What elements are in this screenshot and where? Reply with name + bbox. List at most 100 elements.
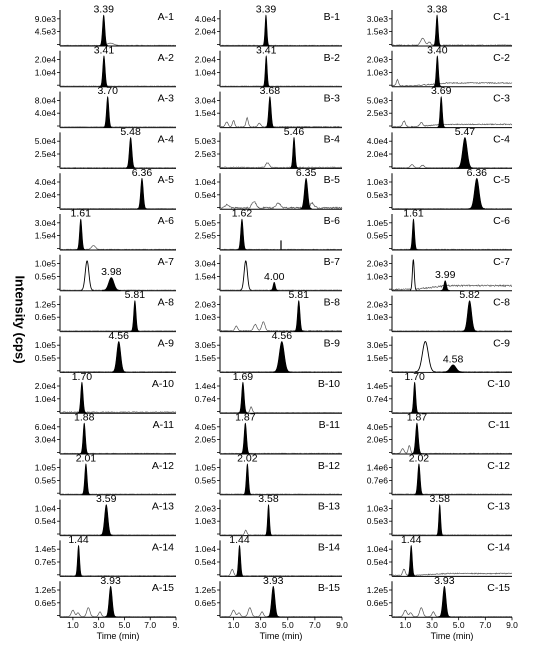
panel-id-label: A-11 (153, 419, 175, 431)
panel-a-8: 1.2e5 0.6e5 5.81 A-8 (35, 289, 177, 333)
panel-a-9: 1.0e5 0.5e5 4.56 A-9 (35, 330, 177, 373)
panel-a-2: 2.0e4 1.0e4 3.41 A-2 (35, 44, 177, 88)
analyte-peak (289, 136, 299, 169)
y-tick-label: 0.5e4 (195, 557, 217, 567)
analyte-peak (81, 463, 91, 496)
y-tick-label: 5.0e3 (195, 136, 217, 146)
y-tick-label: 0.7e4 (367, 394, 389, 404)
analyte-peak (99, 55, 109, 88)
analyte-peak (272, 341, 291, 373)
panel-b-13: 2.0e3 1.0e3 3.58 B-13 (195, 493, 343, 537)
analyte-peak (462, 300, 477, 332)
analyte-peak (468, 177, 486, 210)
panel-id-label: C-8 (493, 297, 510, 309)
baseline-trace (219, 321, 343, 332)
y-tick-label: 1.5e4 (195, 108, 217, 118)
x-tick-label: 9.0 (506, 620, 518, 630)
y-tick-label: 2.5e5 (195, 231, 217, 241)
y-tick-label: 4.0e4 (367, 136, 389, 146)
y-tick-label: 1.4e6 (367, 463, 389, 473)
panel-id-label: B-7 (324, 256, 341, 268)
peak-label: 1.44 (401, 534, 422, 546)
y-tick-label: 1.0e3 (367, 271, 389, 281)
unfilled-peak (415, 340, 436, 373)
panel-a-4: 5.0e4 2.5e4 5.48 A-4 (35, 126, 177, 169)
y-tick-label: 6.0e4 (35, 422, 57, 432)
y-tick-label: 1.0e4 (367, 544, 389, 554)
panel-id-label: C-12 (487, 460, 510, 472)
peak-label: 1.88 (74, 412, 95, 424)
y-tick-label: 1.0e4 (35, 394, 57, 404)
analyte-peak (100, 504, 113, 536)
panel-c-5: 1.0e3 0.5e3 6.36 C-5 (367, 167, 513, 210)
y-tick-label: 1.0e3 (195, 312, 217, 322)
y-tick-label: 1.5e3 (367, 27, 389, 37)
y-tick-label: 2.0e3 (367, 259, 389, 269)
panel-id-label: A-7 (158, 256, 175, 268)
panel-id-label: C-13 (487, 501, 510, 513)
panel-a-13: 1.0e4 0.5e4 3.59 A-13 (35, 493, 177, 537)
panel-a-11: 6.0e4 3.0e4 1.88 A-11 (35, 412, 177, 455)
peak-label: 3.99 (435, 269, 456, 281)
analyte-peak (130, 300, 140, 332)
y-tick-label: 3.0e5 (195, 340, 217, 350)
y-tick-label: 0.5e4 (35, 516, 57, 526)
panel-id-label: C-10 (487, 378, 510, 390)
y-tick-label: 1.5e4 (35, 231, 57, 241)
panel-id-label: A-15 (152, 582, 174, 594)
baseline-trace (391, 78, 513, 87)
panel-id-label: A-4 (158, 133, 175, 145)
panel-c-13: 1.0e3 0.5e3 3.58 C-13 (367, 493, 513, 537)
panel-b-11: 4.0e5 2.0e5 1.87 B-11 (195, 412, 343, 455)
analyte-peak (411, 422, 422, 455)
analyte-peak (440, 280, 450, 292)
y-tick-label: 0.5e4 (195, 190, 217, 200)
baseline-trace (219, 529, 343, 536)
panel-b-4: 5.0e3 2.5e3 5.46 B-4 (195, 126, 343, 169)
y-tick-label: 1.2e5 (367, 585, 389, 595)
y-tick-label: 2.0e3 (367, 55, 389, 65)
peak-label: 1.61 (403, 208, 424, 220)
panel-b-15: 1.2e5 0.6e5 3.93 B-15 (195, 575, 343, 618)
y-tick-label: 3.0e5 (367, 340, 389, 350)
panel-c-7: 2.0e3 1.0e3 3.99 C-7 (367, 254, 513, 292)
analyte-peak (77, 381, 87, 414)
y-tick-label: 0.7e6 (367, 475, 389, 485)
panel-a-14: 1.4e5 0.7e5 1.44 A-14 (35, 534, 177, 577)
peak-label: 5.48 (120, 126, 141, 138)
analyte-peak (267, 585, 280, 618)
panel-id-label: B-11 (319, 419, 341, 431)
analyte-peak (243, 463, 252, 496)
x-axis-label: Time (min) (431, 631, 474, 641)
analyte-peak (437, 96, 446, 128)
panel-id-label: B-2 (324, 52, 341, 64)
analyte-peak (410, 381, 419, 414)
analyte-peak (240, 422, 250, 455)
y-tick-label: 2.0e5 (195, 435, 217, 445)
panel-id-label: B-9 (324, 337, 341, 349)
y-tick-label: 1.0e3 (195, 516, 217, 526)
y-tick-label: 3.0e4 (35, 218, 57, 228)
y-tick-label: 1.5e5 (195, 353, 217, 363)
y-tick-label: 2.0e4 (35, 381, 57, 391)
y-tick-label: 5.0e4 (35, 136, 57, 146)
peak-label: 3.98 (101, 266, 122, 278)
baseline-trace (391, 164, 513, 169)
peak-label: 4.56 (109, 330, 130, 342)
baseline-trace (59, 607, 177, 618)
y-tick-label: 1.2e5 (35, 585, 57, 595)
panel-id-label: B-14 (318, 541, 340, 553)
panel-id-label: A-13 (152, 501, 174, 513)
y-tick-label: 0.5e5 (35, 353, 57, 363)
y-tick-label: 1.5e4 (195, 271, 217, 281)
baseline-trace (391, 37, 513, 46)
analyte-peak (265, 96, 275, 128)
peak-label: 3.93 (263, 575, 284, 587)
y-tick-label: 1.0e4 (35, 503, 57, 513)
peak-label: 4.58 (443, 353, 464, 365)
analyte-peak (433, 55, 442, 88)
analyte-peak (76, 218, 86, 251)
panel-id-label: C-7 (493, 256, 510, 268)
panel-id-label: B-15 (318, 582, 340, 594)
panel-b-3: 3.0e4 1.5e4 3.68 B-3 (195, 85, 343, 129)
